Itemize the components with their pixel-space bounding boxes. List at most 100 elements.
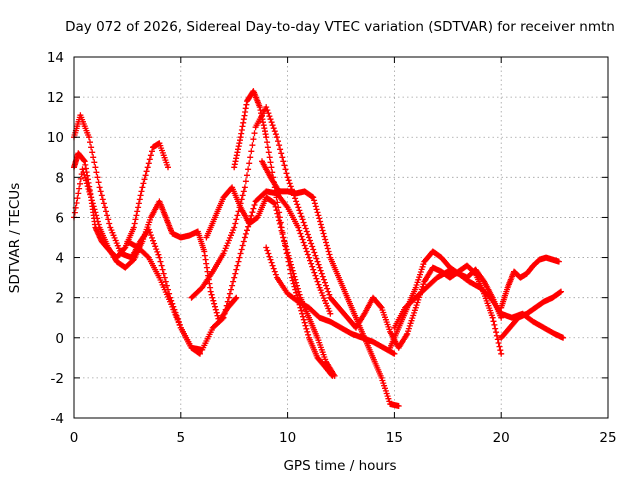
data-point [269,176,272,179]
data-point [198,352,202,356]
data-point [478,286,482,289]
data-point [141,186,144,189]
data-point [233,166,236,169]
data-point [406,332,409,335]
data-point [222,196,225,199]
data-point [414,306,417,309]
data-point [500,316,503,319]
y-tick-label: 14 [47,50,64,66]
data-point [371,356,375,360]
data-point [446,270,449,273]
y-tick-label: -4 [51,411,64,427]
data-point [179,236,182,239]
chart-title: Day 072 of 2026, Sidereal Day-to-day VTE… [65,19,615,35]
data-point [290,276,294,279]
data-point [211,326,215,329]
y-tick-label: 2 [55,291,64,307]
data-point [258,105,262,109]
axis-ticks: 0 5 10 15 20 25 -4 -2 0 2 4 6 8 10 12 14 [47,50,617,446]
data-point [525,312,529,315]
data-point [106,246,110,249]
data-point [282,236,285,239]
x-tick-label: 15 [386,430,403,446]
data-point [158,276,161,279]
data-point [166,166,170,169]
data-point [491,316,494,319]
data-point [98,226,101,229]
data-point [115,260,118,263]
data-point [320,226,323,229]
data-point [203,250,206,253]
series-pass-14 [498,288,564,341]
data-point [553,332,556,335]
data-point [532,264,535,267]
y-tick-label: 12 [47,90,64,106]
data-point [544,256,548,259]
data-point [141,240,144,243]
data-point [297,300,300,303]
data-point [200,348,204,352]
data-point [147,256,150,259]
data-point [380,376,383,380]
data-point [316,336,319,339]
data-point [94,226,97,229]
data-point [371,296,375,299]
data-point [397,346,400,350]
data-point [222,316,225,319]
data-point [243,186,247,189]
data-point [312,196,315,199]
data-point [329,296,332,299]
data-point [247,222,251,225]
data-point [329,312,332,315]
data-point [346,296,349,299]
data-point [500,352,503,356]
y-tick-label: 0 [55,331,64,347]
data-point [508,326,511,329]
data-point [337,276,341,279]
data-point [299,306,302,309]
data-point [414,296,417,299]
data-point [559,290,563,293]
x-tick-label: 0 [70,430,79,446]
data-point [265,196,268,199]
data-point [307,306,311,309]
data-point [151,146,155,149]
data-point [297,226,300,229]
data-point [168,300,172,303]
x-tick-label: 5 [177,430,186,446]
data-point [393,352,396,356]
data-point [100,240,103,243]
data-point [339,326,343,329]
plot-frame [73,56,609,419]
data-point [467,280,471,283]
data-point [532,320,535,323]
series-pass-4 [124,188,334,353]
data-point [397,326,400,329]
data-point [431,250,435,253]
data-point [303,190,306,193]
data-point [337,306,341,309]
data-point [318,266,321,269]
data-point [435,276,439,279]
data-point [149,216,153,219]
data-point [307,336,311,339]
data-point [346,316,349,319]
y-tick-label: 8 [55,170,64,186]
series-markers [71,140,171,261]
series-markers [188,104,334,301]
data-point [414,286,417,289]
data-point [136,246,140,249]
data-point [83,160,86,163]
data-point [324,360,328,364]
data-point [371,340,375,343]
data-point [265,136,268,139]
data-point [354,316,358,319]
data-point [286,292,289,295]
data-point [235,296,238,299]
data-point [500,306,503,309]
data-point [132,258,136,261]
data-point [213,216,217,219]
data-point [551,296,554,299]
data-point [297,206,300,209]
